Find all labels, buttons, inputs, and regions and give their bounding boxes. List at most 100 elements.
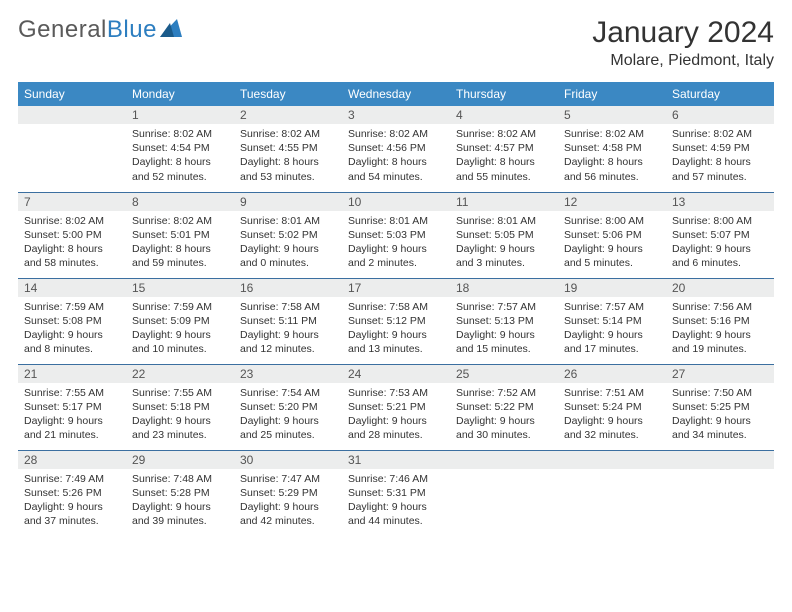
calendar-cell: 20Sunrise: 7:56 AMSunset: 5:16 PMDayligh… bbox=[666, 278, 774, 364]
daylight-text: Daylight: 9 hours and 12 minutes. bbox=[240, 328, 336, 356]
day-number: 7 bbox=[18, 193, 126, 211]
calendar-cell: 17Sunrise: 7:58 AMSunset: 5:12 PMDayligh… bbox=[342, 278, 450, 364]
day-number: 27 bbox=[666, 365, 774, 383]
daylight-text: Daylight: 9 hours and 44 minutes. bbox=[348, 500, 444, 528]
daylight-text: Daylight: 9 hours and 6 minutes. bbox=[672, 242, 768, 270]
sunrise-text: Sunrise: 7:48 AM bbox=[132, 472, 228, 486]
sunrise-text: Sunrise: 7:53 AM bbox=[348, 386, 444, 400]
day-details: Sunrise: 7:49 AMSunset: 5:26 PMDaylight:… bbox=[18, 469, 126, 534]
daylight-text: Daylight: 9 hours and 19 minutes. bbox=[672, 328, 768, 356]
daylight-text: Daylight: 9 hours and 17 minutes. bbox=[564, 328, 660, 356]
day-number: 18 bbox=[450, 279, 558, 297]
daylight-text: Daylight: 9 hours and 28 minutes. bbox=[348, 414, 444, 442]
day-details: Sunrise: 7:53 AMSunset: 5:21 PMDaylight:… bbox=[342, 383, 450, 448]
sunrise-text: Sunrise: 8:01 AM bbox=[348, 214, 444, 228]
daylight-text: Daylight: 8 hours and 54 minutes. bbox=[348, 155, 444, 183]
daylight-text: Daylight: 9 hours and 3 minutes. bbox=[456, 242, 552, 270]
sunrise-text: Sunrise: 7:59 AM bbox=[24, 300, 120, 314]
day-details: Sunrise: 7:51 AMSunset: 5:24 PMDaylight:… bbox=[558, 383, 666, 448]
month-title: January 2024 bbox=[592, 16, 774, 50]
sunset-text: Sunset: 5:05 PM bbox=[456, 228, 552, 242]
sunrise-text: Sunrise: 8:01 AM bbox=[240, 214, 336, 228]
day-details: Sunrise: 7:56 AMSunset: 5:16 PMDaylight:… bbox=[666, 297, 774, 362]
day-details: Sunrise: 8:02 AMSunset: 4:57 PMDaylight:… bbox=[450, 124, 558, 189]
sunrise-text: Sunrise: 8:02 AM bbox=[24, 214, 120, 228]
calendar-cell: 12Sunrise: 8:00 AMSunset: 5:06 PMDayligh… bbox=[558, 192, 666, 278]
triangle-icon bbox=[160, 16, 182, 44]
calendar-cell: 31Sunrise: 7:46 AMSunset: 5:31 PMDayligh… bbox=[342, 450, 450, 536]
day-details: Sunrise: 8:02 AMSunset: 4:56 PMDaylight:… bbox=[342, 124, 450, 189]
sunrise-text: Sunrise: 8:02 AM bbox=[240, 127, 336, 141]
title-block: January 2024 Molare, Piedmont, Italy bbox=[592, 16, 774, 70]
daylight-text: Daylight: 9 hours and 10 minutes. bbox=[132, 328, 228, 356]
sunset-text: Sunset: 4:57 PM bbox=[456, 141, 552, 155]
calendar-cell: 26Sunrise: 7:51 AMSunset: 5:24 PMDayligh… bbox=[558, 364, 666, 450]
calendar-cell: 6Sunrise: 8:02 AMSunset: 4:59 PMDaylight… bbox=[666, 106, 774, 192]
day-number: 25 bbox=[450, 365, 558, 383]
day-number: 10 bbox=[342, 193, 450, 211]
calendar-row: 7 Sunrise: 8:02 AMSunset: 5:00 PM Daylight… bbox=[18, 192, 774, 278]
calendar-cell: 5Sunrise: 8:02 AMSunset: 4:58 PMDaylight… bbox=[558, 106, 666, 192]
day-number: 8 bbox=[126, 193, 234, 211]
calendar-cell: 21Sunrise: 7:55 AMSunset: 5:17 PMDayligh… bbox=[18, 364, 126, 450]
day-details: Sunrise: 7:55 AMSunset: 5:18 PMDaylight:… bbox=[126, 383, 234, 448]
calendar-row: 21Sunrise: 7:55 AMSunset: 5:17 PMDayligh… bbox=[18, 364, 774, 450]
sunrise-text: Sunrise: 7:58 AM bbox=[348, 300, 444, 314]
day-details bbox=[558, 469, 666, 529]
daylight-text: Daylight: 9 hours and 21 minutes. bbox=[24, 414, 120, 442]
location-text: Molare, Piedmont, Italy bbox=[592, 52, 774, 70]
sunrise-text: Sunrise: 8:02 AM bbox=[132, 127, 228, 141]
calendar-cell: 28Sunrise: 7:49 AMSunset: 5:26 PMDayligh… bbox=[18, 450, 126, 536]
calendar-cell bbox=[450, 450, 558, 536]
day-details: Sunrise: 7:50 AMSunset: 5:25 PMDaylight:… bbox=[666, 383, 774, 448]
sunset-text: Sunset: 5:00 PM bbox=[24, 228, 120, 242]
daylight-text: Daylight: 9 hours and 39 minutes. bbox=[132, 500, 228, 528]
day-header: Thursday bbox=[450, 82, 558, 106]
day-details: Sunrise: 8:02 AMSunset: 5:01 PMDaylight:… bbox=[126, 211, 234, 276]
logo-text-1: General bbox=[18, 16, 107, 44]
day-header: Friday bbox=[558, 82, 666, 106]
sunrise-text: Sunrise: 7:56 AM bbox=[672, 300, 768, 314]
daylight-text: Daylight: 8 hours and 53 minutes. bbox=[240, 155, 336, 183]
day-details: Sunrise: 8:02 AMSunset: 4:59 PMDaylight:… bbox=[666, 124, 774, 189]
sunset-text: Sunset: 5:24 PM bbox=[564, 400, 660, 414]
day-number: 17 bbox=[342, 279, 450, 297]
calendar-cell: 3Sunrise: 8:02 AMSunset: 4:56 PMDaylight… bbox=[342, 106, 450, 192]
day-details: Sunrise: 7:57 AMSunset: 5:13 PMDaylight:… bbox=[450, 297, 558, 362]
day-details bbox=[18, 124, 126, 184]
calendar-cell: 25Sunrise: 7:52 AMSunset: 5:22 PMDayligh… bbox=[450, 364, 558, 450]
day-details: Sunrise: 7:47 AMSunset: 5:29 PMDaylight:… bbox=[234, 469, 342, 534]
day-number: 29 bbox=[126, 451, 234, 469]
day-number: 19 bbox=[558, 279, 666, 297]
sunset-text: Sunset: 5:11 PM bbox=[240, 314, 336, 328]
day-number: 20 bbox=[666, 279, 774, 297]
calendar-cell bbox=[558, 450, 666, 536]
sunset-text: Sunset: 5:07 PM bbox=[672, 228, 768, 242]
daylight-text: Daylight: 9 hours and 42 minutes. bbox=[240, 500, 336, 528]
day-number: 31 bbox=[342, 451, 450, 469]
sunset-text: Sunset: 5:01 PM bbox=[132, 228, 228, 242]
day-details: Sunrise: 8:01 AMSunset: 5:02 PMDaylight:… bbox=[234, 211, 342, 276]
sunrise-text: Sunrise: 7:49 AM bbox=[24, 472, 120, 486]
sunset-text: Sunset: 5:28 PM bbox=[132, 486, 228, 500]
day-details: Sunrise: 7:55 AMSunset: 5:17 PMDaylight:… bbox=[18, 383, 126, 448]
day-details: Sunrise: 7:59 AMSunset: 5:08 PMDaylight:… bbox=[18, 297, 126, 362]
day-details: Sunrise: 7:58 AMSunset: 5:11 PMDaylight:… bbox=[234, 297, 342, 362]
day-number: 6 bbox=[666, 106, 774, 124]
day-details: Sunrise: 7:52 AMSunset: 5:22 PMDaylight:… bbox=[450, 383, 558, 448]
calendar-cell: 7Sunrise: 8:02 AMSunset: 5:00 PMDaylight… bbox=[18, 192, 126, 278]
day-number: 23 bbox=[234, 365, 342, 383]
daylight-text: Daylight: 8 hours and 59 minutes. bbox=[132, 242, 228, 270]
calendar-body: 1Sunrise: 8:02 AMSunset: 4:54 PMDaylight… bbox=[18, 106, 774, 536]
sunset-text: Sunset: 4:55 PM bbox=[240, 141, 336, 155]
sunset-text: Sunset: 4:56 PM bbox=[348, 141, 444, 155]
sunset-text: Sunset: 5:26 PM bbox=[24, 486, 120, 500]
day-number: 12 bbox=[558, 193, 666, 211]
day-details bbox=[666, 469, 774, 529]
day-details bbox=[450, 469, 558, 529]
sunrise-text: Sunrise: 7:52 AM bbox=[456, 386, 552, 400]
calendar-page: GeneralBlue January 2024 Molare, Piedmon… bbox=[0, 0, 792, 552]
day-details: Sunrise: 8:00 AMSunset: 5:06 PMDaylight:… bbox=[558, 211, 666, 276]
calendar-cell: 16Sunrise: 7:58 AMSunset: 5:11 PMDayligh… bbox=[234, 278, 342, 364]
daylight-text: Daylight: 9 hours and 13 minutes. bbox=[348, 328, 444, 356]
